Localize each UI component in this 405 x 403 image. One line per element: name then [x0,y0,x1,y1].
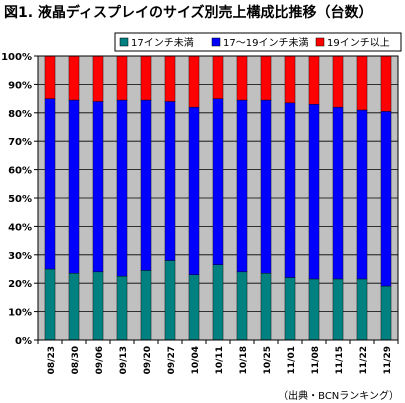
bar-segment [68,99,80,274]
bar-segment [356,278,368,341]
bar-segment [188,274,200,341]
bar-segment [212,55,224,99]
bar-segment [164,101,176,261]
legend-label: 17〜19インチ未満 [223,37,308,49]
y-tick-label: 90% [8,80,32,91]
bar-segment [284,55,296,104]
bar-segment [260,273,272,341]
plot-frame [37,55,399,341]
bar-segment [140,55,152,101]
x-tick-label: 08/23 [47,346,57,374]
x-tick-label: 10/18 [239,346,249,374]
x-tick-label: 09/27 [167,346,177,374]
bar-segment [212,98,224,265]
y-tick-label: 50% [8,194,32,205]
legend-label: 19インチ以上 [327,37,390,49]
x-tick-label: 11/15 [335,346,345,374]
y-tick-label: 20% [8,279,32,290]
legend-swatch [211,37,221,47]
bar-segment [140,99,152,271]
y-tick-label: 100% [1,52,32,63]
bar-segment [380,111,392,287]
bar-segment [308,104,320,280]
bar-segment [116,55,128,101]
y-tick-label: 60% [8,166,32,177]
bar-segment [44,98,56,270]
bar-segment [260,99,272,274]
chart-title: 図1. 液晶ディスプレイのサイズ別売上構成比推移（台数） [4,5,373,21]
bar-segment [212,264,224,341]
bar-segment [356,55,368,111]
y-tick-label: 10% [8,308,32,319]
bar-segment [260,55,272,101]
x-tick-label: 11/29 [383,346,393,374]
bar-segment [332,55,344,108]
x-tick-label: 11/22 [359,346,369,374]
bar-segment [284,102,296,278]
bar-segment [308,278,320,341]
y-tick-label: 0% [15,336,32,347]
bar-segment [356,109,368,280]
bar-segment [380,55,392,112]
bar-segment [92,55,104,102]
bar-segment [92,101,104,273]
bar-segment [116,275,128,341]
bar-segment [164,260,176,341]
legend-swatch [315,37,325,47]
bar-segment [236,271,248,341]
legend-box [114,32,402,52]
x-tick-label: 11/08 [311,346,321,374]
x-tick-label: 10/25 [263,346,273,374]
bar-segment [68,55,80,101]
bar-segment [92,271,104,341]
bar-segment [308,55,320,105]
x-tick-label: 09/06 [95,346,105,374]
bar-segment [284,277,296,341]
source-note: （出典・BCNランキング） [278,391,399,402]
y-tick-label: 30% [8,251,32,262]
bar-segment [380,285,392,341]
x-tick-label: 10/04 [191,346,201,374]
bar-segment [44,55,56,99]
bar-segment [236,99,248,273]
bar-segment [44,268,56,341]
bar-segment [236,55,248,101]
bar-segment [332,106,344,280]
bar-segment [116,99,128,277]
legend-label: 17インチ未満 [131,37,194,49]
y-tick-label: 40% [8,222,32,233]
bar-segment [332,278,344,341]
bar-segment [140,270,152,341]
x-tick-label: 11/01 [287,346,297,374]
y-tick-label: 80% [8,109,32,120]
x-tick-label: 10/11 [215,346,225,374]
bar-segment [68,273,80,341]
legend-swatch [119,37,129,47]
x-tick-label: 09/13 [119,346,129,374]
x-tick-label: 08/30 [71,346,81,374]
y-tick-label: 70% [8,137,32,148]
bar-segment [188,55,200,108]
bar-segment [188,106,200,275]
bar-segment [164,55,176,102]
x-tick-label: 09/20 [143,346,153,374]
